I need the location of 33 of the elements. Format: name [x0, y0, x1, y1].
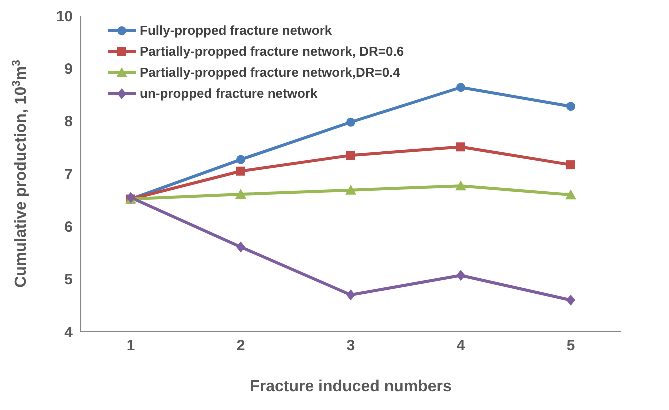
point — [236, 189, 246, 200]
point — [346, 118, 356, 127]
legend-label: Fully-propped fracture network — [140, 23, 332, 38]
x-tick-label: 3 — [346, 338, 356, 355]
legend-label: un-propped fracture network — [140, 86, 318, 101]
y-tick-label: 9 — [64, 60, 73, 78]
legend-label: Partially-propped fracture network, DR=0.6 — [140, 44, 404, 59]
point — [456, 270, 466, 282]
point — [566, 294, 576, 306]
y-tick-label: 7 — [64, 166, 73, 184]
y-tick-label: 10 — [56, 8, 73, 26]
point — [346, 184, 356, 195]
legend-label: Partially-propped fracture network,DR=0.4 — [140, 65, 400, 80]
x-tick-label: 5 — [566, 338, 576, 355]
point — [456, 180, 466, 191]
y-tick-label: 5 — [64, 272, 73, 289]
y-tick-label: 8 — [64, 114, 73, 131]
point — [456, 142, 466, 152]
point — [566, 102, 576, 112]
point — [566, 160, 576, 170]
x-tick-label: 4 — [456, 338, 466, 355]
point — [346, 290, 356, 301]
point — [236, 166, 246, 176]
y-tick-label: 4 — [64, 324, 74, 342]
point — [236, 155, 246, 164]
y-tick-label: 6 — [64, 218, 73, 236]
x-axis-title: Fracture induced numbers — [250, 378, 452, 396]
point — [346, 151, 356, 160]
point — [236, 242, 246, 253]
point — [566, 190, 576, 200]
x-tick-label: 1 — [126, 338, 136, 355]
point — [456, 83, 466, 92]
x-tick-label: 2 — [236, 338, 246, 355]
